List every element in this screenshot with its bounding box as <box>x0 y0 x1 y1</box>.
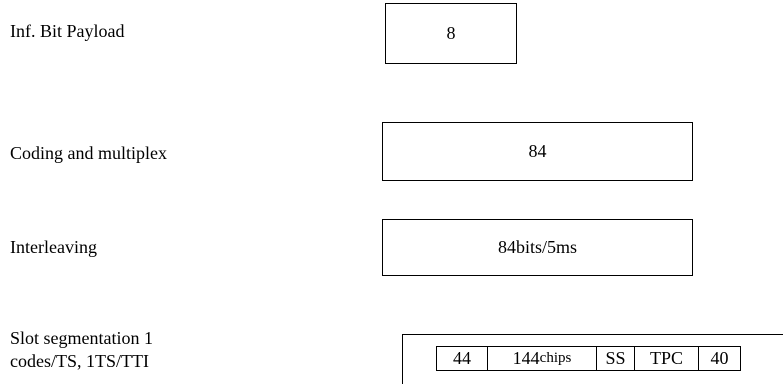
stage-label-inf-bit-payload: Inf. Bit Payload <box>10 21 125 41</box>
slot-frame <box>402 334 783 384</box>
stage-value-inf-bit-payload: 8 <box>446 23 456 43</box>
stage-label-interleaving: Interleaving <box>10 237 97 257</box>
stage-value-coding-multiplex: 84 <box>528 141 547 161</box>
slot-field-data2-value: 40 <box>710 348 729 368</box>
slot-field-tpc-value: TPC <box>649 348 683 368</box>
stage-label-slot-segmentation-line2: codes/TS, 1TS/TTI <box>10 351 149 371</box>
slot-field-midamble-unit: chips <box>539 350 572 366</box>
slot-field-data1-value: 44 <box>453 348 471 368</box>
slot-field-tpc: TPC <box>635 347 699 370</box>
stage-value-interleaving: 84bits/5ms <box>497 237 577 257</box>
slot-field-ss: SS <box>597 347 635 370</box>
stage-box-coding-multiplex: 84 <box>382 122 693 181</box>
slot-field-data2: 40 <box>699 347 740 370</box>
slot-field-data1: 44 <box>437 347 488 370</box>
stage-label-coding-multiplex: Coding and multiplex <box>10 143 167 163</box>
stage-label-slot-segmentation-line1: Slot segmentation 1 <box>10 328 153 348</box>
stage-box-inf-bit-payload: 8 <box>385 3 517 64</box>
slot-field-ss-value: SS <box>605 348 626 368</box>
slot-field-midamble-value: 144 <box>512 348 540 368</box>
slot-structure: 44 144 chips SS TPC 40 <box>436 346 741 371</box>
stage-box-interleaving: 84bits/5ms <box>382 219 693 276</box>
slot-field-midamble: 144 chips <box>488 347 597 370</box>
